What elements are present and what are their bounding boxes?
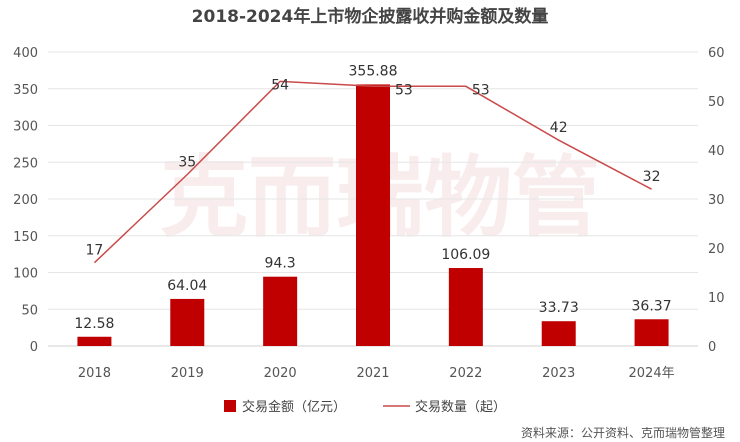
series-line <box>93 80 652 264</box>
bar <box>634 319 669 346</box>
left-tick-label: 200 <box>13 193 38 208</box>
source-note: 资料来源：公开资料、克而瑞物管整理 <box>521 425 725 440</box>
line-label: 17 <box>86 243 104 259</box>
left-tick-label: 100 <box>13 267 38 282</box>
left-tick-label: 250 <box>13 156 38 171</box>
right-tick-label: 40 <box>708 144 725 159</box>
x-tick-label: 2022 <box>449 366 482 381</box>
right-tick-label: 60 <box>708 46 725 61</box>
x-axis-ticks: 2018 2019 2020 2021 2022 2023 2024年 <box>78 366 675 381</box>
bar-label: 33.73 <box>539 300 579 316</box>
left-tick-label: 150 <box>13 230 38 245</box>
legend: 交易金额（亿元） 交易数量（起） <box>224 399 506 415</box>
bar <box>170 298 205 346</box>
legend-line-label: 交易数量（起） <box>415 399 506 415</box>
bar <box>77 336 112 346</box>
right-tick-label: 0 <box>708 340 716 355</box>
x-tick-label: 2024年 <box>629 366 675 381</box>
bar-series <box>77 84 669 347</box>
x-tick-label: 2020 <box>264 366 297 381</box>
bar-label: 355.88 <box>349 63 398 79</box>
line-label: 32 <box>643 169 661 185</box>
bar-label: 36.37 <box>632 298 672 314</box>
bar <box>263 276 298 346</box>
x-tick-label: 2023 <box>542 366 575 381</box>
line-series <box>93 80 652 264</box>
left-tick-label: 350 <box>13 83 38 98</box>
legend-bar-label: 交易金额（亿元） <box>242 399 346 415</box>
right-tick-label: 50 <box>708 95 725 110</box>
left-axis-ticks: 0 50 100 150 200 250 300 350 400 <box>13 46 38 355</box>
line-label: 42 <box>550 120 568 136</box>
bar-label: 94.3 <box>265 256 296 272</box>
left-tick-label: 400 <box>13 46 38 61</box>
chart-title: 2018-2024年上市物企披露收并购金额及数量 <box>192 6 549 27</box>
x-tick-label: 2018 <box>78 366 111 381</box>
bar <box>448 268 483 346</box>
bar-label: 12.58 <box>74 316 114 332</box>
right-tick-label: 10 <box>708 291 725 306</box>
bar <box>356 84 390 347</box>
line-data-labels: 17 35 54 53 53 42 32 <box>86 77 661 258</box>
right-tick-label: 20 <box>708 242 725 257</box>
right-tick-label: 30 <box>708 193 725 208</box>
x-tick-label: 2019 <box>171 366 204 381</box>
x-tick-label: 2021 <box>356 366 389 381</box>
left-tick-label: 0 <box>30 340 38 355</box>
legend-bar-swatch <box>224 400 236 412</box>
line-label: 54 <box>271 77 289 93</box>
bar-data-labels: 12.58 64.04 94.3 355.88 106.09 33.73 36.37 <box>74 63 671 331</box>
left-tick-label: 300 <box>13 120 38 135</box>
bar-label: 106.09 <box>441 247 490 263</box>
line-label: 35 <box>178 155 196 171</box>
bar-label: 64.04 <box>167 278 207 294</box>
bar <box>541 321 576 346</box>
line-label: 53 <box>472 82 490 98</box>
left-tick-label: 50 <box>21 303 38 318</box>
line-label: 53 <box>395 82 413 98</box>
right-axis-ticks: 0 10 20 30 40 50 60 <box>708 46 725 355</box>
